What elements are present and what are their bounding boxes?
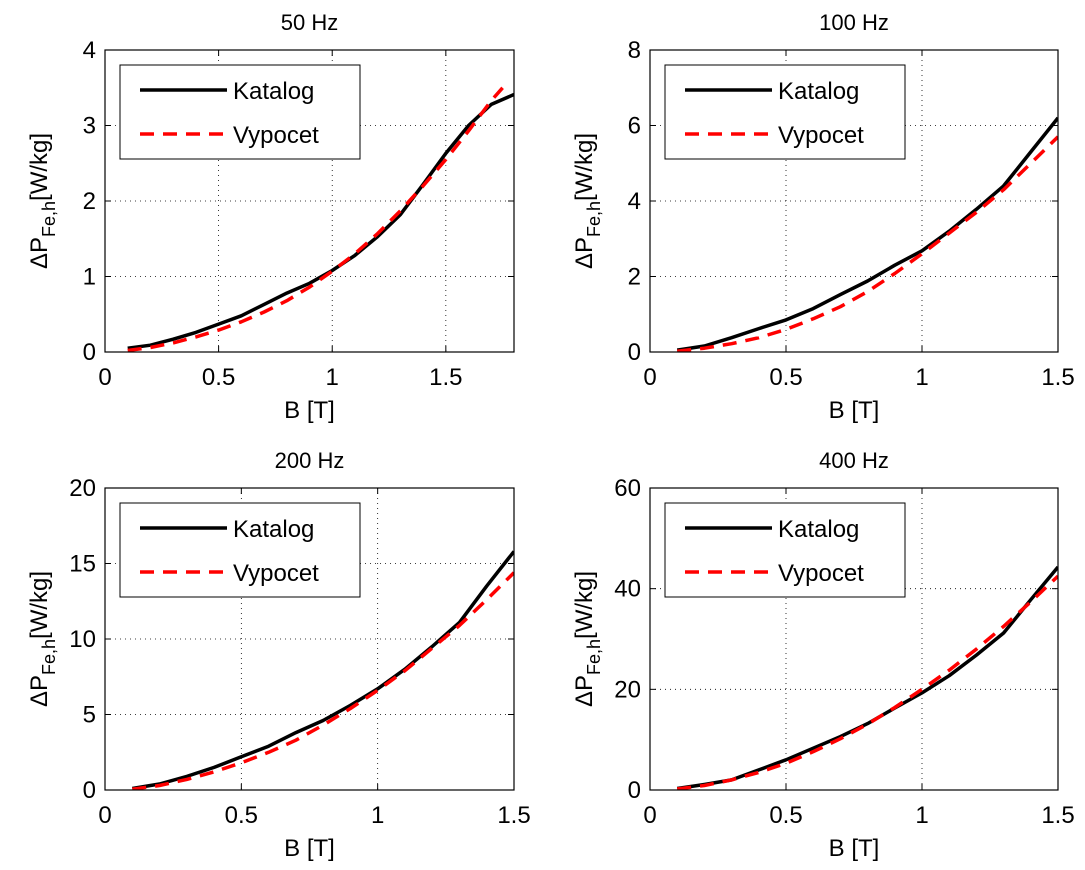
series-line-vypocet <box>127 86 504 352</box>
x-axis-label: B [T] <box>829 397 880 424</box>
x-tick-label: 0 <box>643 364 656 391</box>
y-tick-label: 2 <box>628 264 641 291</box>
y-axis-label: ΔPFe,h[W/kg] <box>571 133 604 269</box>
chart-panel-3: 0 0.5 1 1.5 0 20 40 60 400 Hz B [T] ΔPFe,h[W/kg] Ka… <box>571 448 1075 862</box>
y-tick-label: 0 <box>628 777 641 804</box>
y-label-sub: Fe,h <box>39 201 59 237</box>
legend-label-vypocet: Vypocet <box>778 560 864 587</box>
legend-box <box>119 502 361 598</box>
y-tick-label: 4 <box>628 188 641 215</box>
legend-label-vypocet: Vypocet <box>233 122 319 149</box>
series-line-katalog <box>127 92 514 350</box>
legend-box <box>119 64 361 160</box>
y-tick-label: 20 <box>614 676 641 703</box>
x-axis-label: B [T] <box>284 835 335 862</box>
y-tick-label: 1 <box>83 264 96 291</box>
y-tick-label: 10 <box>69 626 96 653</box>
chart-title: 100 Hz <box>819 10 889 35</box>
x-tick-label: 1.5 <box>429 364 462 391</box>
x-tick-label: 0.5 <box>202 364 235 391</box>
chart-title: 400 Hz <box>819 448 889 473</box>
y-tick-label: 6 <box>628 113 641 140</box>
series-line-katalog <box>132 550 514 790</box>
x-tick-label: 1.5 <box>497 802 530 829</box>
series-line-katalog <box>676 565 1058 790</box>
x-tick-label: 0 <box>643 802 656 829</box>
chart-panel-0: 0 0.5 1 1.5 0 1 2 3 4 50 Hz B [T] ΔPFe,h[W/kg] Katal… <box>26 10 515 424</box>
y-axis-label: ΔPFe,h[W/kg] <box>571 571 604 707</box>
x-tick-label: 0 <box>98 364 111 391</box>
y-tick-label: 20 <box>69 475 96 502</box>
series-line-katalog <box>676 116 1058 352</box>
y-axis-label: ΔPFe,h[W/kg] <box>26 571 59 707</box>
y-label-base: ΔP <box>571 237 598 269</box>
x-axis-label: B [T] <box>829 835 880 862</box>
x-tick-label: 1 <box>915 802 928 829</box>
x-tick-label: 1 <box>915 364 928 391</box>
legend-box <box>664 502 906 598</box>
y-tick-label: 0 <box>83 777 96 804</box>
x-tick-label: 1.5 <box>1041 364 1074 391</box>
legend-label-katalog: Katalog <box>233 78 314 105</box>
x-tick-label: 1 <box>371 802 384 829</box>
y-tick-label: 15 <box>69 551 96 578</box>
y-label-unit: [W/kg] <box>26 133 53 201</box>
chart-title: 200 Hz <box>275 448 345 473</box>
legend-label-katalog: Katalog <box>778 516 859 543</box>
legend-label-katalog: Katalog <box>778 78 859 105</box>
x-tick-label: 0 <box>98 802 111 829</box>
y-tick-label: 8 <box>628 37 641 64</box>
x-tick-label: 1 <box>326 364 339 391</box>
series-line-vypocet <box>676 574 1058 790</box>
y-tick-label: 0 <box>628 339 641 366</box>
chart-title: 50 Hz <box>281 10 338 35</box>
y-tick-label: 60 <box>614 475 641 502</box>
x-axis-label: B [T] <box>284 397 335 424</box>
axes-frame <box>649 487 1059 791</box>
y-label-sub: Fe,h <box>584 201 604 237</box>
legend-label-katalog: Katalog <box>233 516 314 543</box>
y-label-sub: Fe,h <box>584 639 604 675</box>
y-tick-label: 0 <box>83 339 96 366</box>
chart-panel-1: 0 0.5 1 1.5 0 2 4 6 8 100 Hz B [T] ΔPFe,h[W/kg] Kata… <box>571 10 1075 424</box>
x-tick-label: 0.5 <box>769 802 802 829</box>
legend-box <box>664 64 906 160</box>
chart-panel-2: 0 0.5 1 1.5 0 5 10 15 20 200 Hz B [T] ΔPFe,h[W/kg] K… <box>26 448 531 862</box>
x-tick-label: 0.5 <box>225 802 258 829</box>
y-label-sub: Fe,h <box>39 639 59 675</box>
y-tick-label: 4 <box>83 37 96 64</box>
y-tick-label: 40 <box>614 576 641 603</box>
y-tick-label: 5 <box>83 702 96 729</box>
x-tick-label: 1.5 <box>1041 802 1074 829</box>
y-label-unit: [W/kg] <box>571 571 598 639</box>
y-label-unit: [W/kg] <box>26 571 53 639</box>
y-label-unit: [W/kg] <box>571 133 598 201</box>
y-label-base: ΔP <box>571 675 598 707</box>
legend-label-vypocet: Vypocet <box>233 560 319 587</box>
y-label-base: ΔP <box>26 237 53 269</box>
y-label-base: ΔP <box>26 675 53 707</box>
y-tick-label: 3 <box>83 113 96 140</box>
legend-label-vypocet: Vypocet <box>778 122 864 149</box>
y-axis-label: ΔPFe,h[W/kg] <box>26 133 59 269</box>
x-tick-label: 0.5 <box>769 364 802 391</box>
y-tick-label: 2 <box>83 188 96 215</box>
